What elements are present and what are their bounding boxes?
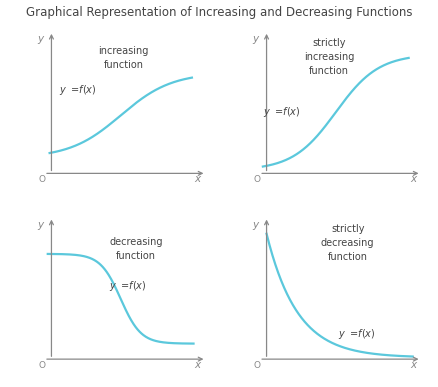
Text: y: y	[252, 34, 258, 44]
Text: decreasing: decreasing	[109, 236, 162, 247]
Text: y: y	[252, 220, 258, 230]
Text: Graphical Representation of Increasing and Decreasing Functions: Graphical Representation of Increasing a…	[26, 6, 412, 19]
Text: $y\ =\!f(x)$: $y\ =\!f(x)$	[262, 104, 300, 118]
Text: x: x	[409, 360, 415, 370]
Text: function: function	[116, 250, 156, 260]
Text: decreasing: decreasing	[320, 238, 374, 248]
Text: increasing: increasing	[98, 46, 148, 56]
Text: function: function	[327, 252, 367, 262]
Text: y: y	[37, 220, 43, 230]
Text: function: function	[308, 66, 349, 76]
Text: y: y	[37, 34, 43, 44]
Text: x: x	[194, 174, 200, 184]
Text: strictly: strictly	[312, 38, 345, 48]
Text: $y\ =\!f(x)$: $y\ =\!f(x)$	[338, 327, 375, 341]
Text: O: O	[39, 175, 46, 184]
Text: O: O	[253, 361, 260, 370]
Text: strictly: strictly	[330, 224, 364, 234]
Text: increasing: increasing	[304, 52, 353, 62]
Text: $y\ =\!f(x)$: $y\ =\!f(x)$	[59, 83, 96, 97]
Text: O: O	[253, 175, 260, 184]
Text: O: O	[39, 361, 46, 370]
Text: x: x	[194, 360, 200, 370]
Text: x: x	[409, 174, 415, 184]
Text: function: function	[103, 60, 143, 70]
Text: $y\ =\!f(x)$: $y\ =\!f(x)$	[108, 279, 146, 293]
